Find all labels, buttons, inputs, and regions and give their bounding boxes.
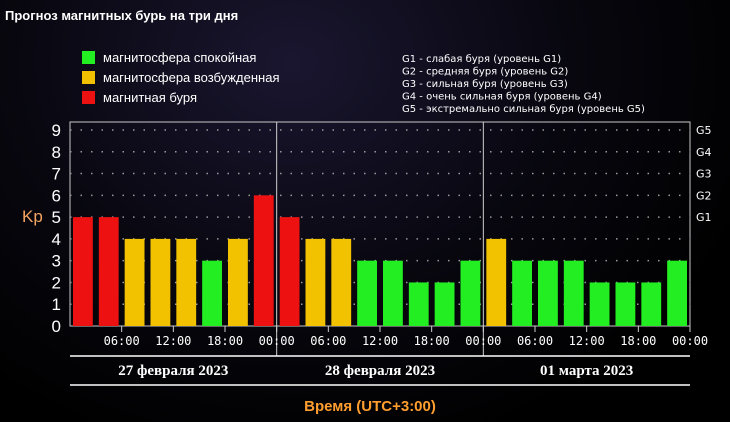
kp-bar [202, 260, 222, 326]
kp-bar [253, 195, 274, 326]
kp-bar [73, 217, 93, 326]
x-tick-label: 18:00 [207, 334, 243, 348]
y-tick-label: 8 [52, 143, 61, 162]
kp-bar [383, 260, 403, 326]
x-tick-label: 18:00 [620, 334, 656, 348]
date-label: 28 февраля 2023 [325, 363, 435, 379]
kp-bar [150, 238, 171, 326]
kp-bar [460, 260, 481, 326]
kp-bar [357, 260, 377, 326]
kp-bar [408, 282, 429, 326]
storm-level-label: G4 [696, 146, 712, 159]
kp-bar [615, 282, 636, 326]
kp-bar [486, 238, 507, 326]
y-tick-label: 2 [52, 273, 61, 292]
kp-bar [98, 217, 119, 326]
y-tick-label: 3 [52, 252, 61, 271]
date-label: 27 февраля 2023 [118, 363, 228, 379]
x-axis-label: Время (UTC+3:00) [304, 398, 436, 415]
x-tick-label: 00:00 [465, 334, 501, 348]
kp-bar [512, 260, 532, 326]
y-tick-label: 9 [52, 121, 61, 140]
x-tick-label: 12:00 [155, 334, 191, 348]
storm-level-label: G5 [696, 124, 712, 137]
storm-legend-item: G3 - сильная буря (уровень G3) [402, 79, 568, 90]
storm-legend-item: G1 - слабая буря (уровень G1) [402, 54, 561, 65]
kp-bar [279, 217, 300, 326]
legend-label: магнитная буря [103, 90, 197, 105]
date-label: 01 марта 2023 [540, 363, 633, 379]
storm-legend-item: G2 - средняя буря (уровень G2) [402, 67, 568, 78]
x-tick-label: 12:00 [569, 334, 605, 348]
storm-level-label: G1 [696, 211, 712, 224]
legend-swatch [82, 71, 95, 84]
kp-bar [667, 260, 687, 326]
storm-legend-item: G4 - очень сильная буря (уровень G4) [402, 92, 602, 103]
x-tick-label: 18:00 [414, 334, 450, 348]
kp-bar [228, 238, 248, 326]
y-tick-label: 0 [52, 317, 61, 336]
kp-bar [538, 260, 558, 326]
y-axis-label: Kp [22, 207, 43, 226]
legend-label: магнитосфера возбужденная [103, 70, 280, 85]
y-tick-label: 1 [52, 295, 61, 314]
chart-title: Прогноз магнитных бурь на три дня [5, 8, 238, 23]
kp-bar [589, 282, 610, 326]
x-tick-label: 06:00 [310, 334, 346, 348]
kp-bar [563, 260, 584, 326]
x-tick-label: 06:00 [104, 334, 140, 348]
y-tick-label: 5 [52, 208, 61, 227]
legend-swatch [82, 91, 95, 104]
legend-label: магнитосфера спокойная [103, 50, 256, 65]
kp-bar [641, 282, 662, 326]
storm-level-label: G3 [696, 168, 712, 181]
storm-legend-item: G5 - экстремально сильная буря (уровень … [402, 104, 645, 115]
legend-swatch [82, 51, 95, 64]
storm-level-label: G2 [696, 189, 712, 202]
kp-bar [305, 238, 326, 326]
x-tick-label: 12:00 [362, 334, 398, 348]
kp-bar [124, 238, 145, 326]
kp-bar [176, 238, 197, 326]
y-tick-label: 7 [52, 165, 61, 184]
kp-bar [331, 238, 352, 326]
y-tick-label: 6 [52, 186, 61, 205]
y-tick-label: 4 [52, 230, 61, 249]
x-tick-label: 00:00 [672, 334, 708, 348]
x-tick-label: 00:00 [259, 334, 295, 348]
kp-bar [434, 282, 455, 326]
x-tick-label: 06:00 [517, 334, 553, 348]
